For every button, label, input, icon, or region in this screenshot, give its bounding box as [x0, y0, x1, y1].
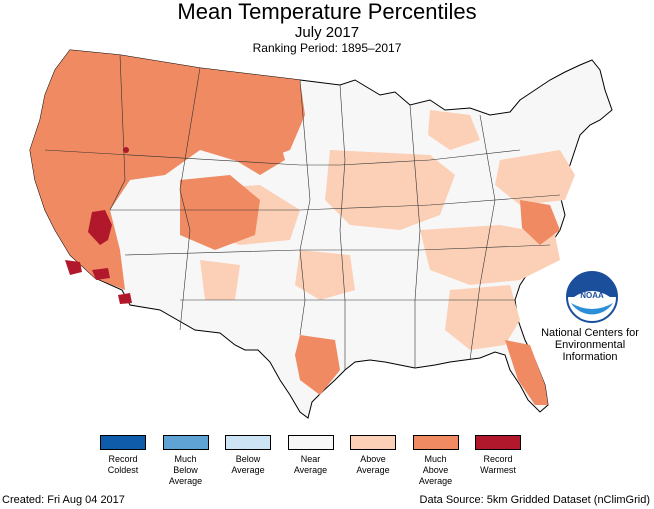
- legend-swatch: [225, 435, 271, 450]
- legend-item: Record Coldest: [93, 435, 153, 476]
- map-title: Mean Temperature Percentiles: [177, 0, 477, 24]
- state-boundaries: [44, 54, 561, 370]
- legend-swatch: [350, 435, 396, 450]
- map-subtitle: July 2017: [294, 24, 360, 41]
- created-date: Created: Fri Aug 04 2017: [2, 494, 125, 506]
- legend-item: Near Average: [281, 435, 341, 476]
- agency-name: National Centers for Environmental Infor…: [538, 327, 642, 363]
- legend-swatch: [475, 435, 521, 450]
- legend-label: Much Above Average: [418, 454, 453, 486]
- legend-label: Record Warmest: [480, 454, 516, 475]
- legend-swatch: [412, 435, 459, 450]
- legend-swatch: [100, 435, 146, 450]
- legend-label: Above Average: [356, 454, 390, 475]
- legend-label: Below Average: [231, 454, 265, 475]
- legend-item: Below Average: [218, 435, 278, 476]
- noaa-logo-text: NOAA: [580, 291, 604, 300]
- legend-item: Much Below Average: [156, 435, 216, 487]
- legend-item: Above Average: [343, 435, 403, 476]
- data-source: Data Source: 5km Gridded Dataset (nClimG…: [419, 494, 650, 506]
- legend-label: Near Average: [293, 454, 328, 475]
- legend-item: Much Above Average: [406, 435, 466, 487]
- legend-item: Record Warmest: [468, 435, 528, 476]
- legend-swatch: [287, 435, 334, 450]
- agency-line-1: National Centers for: [541, 327, 639, 339]
- ranking-period: Ranking Period: 1895–2017: [252, 41, 402, 55]
- noaa-logo: NOAA: [566, 271, 618, 323]
- legend-label: Record Coldest: [107, 454, 139, 475]
- agency-line-2: Environmental: [554, 339, 626, 351]
- legend-label: Much Below Average: [168, 454, 203, 486]
- record-warmest-regions: [65, 147, 132, 304]
- agency-line-3: Information: [562, 351, 618, 363]
- legend-swatch: [162, 435, 209, 450]
